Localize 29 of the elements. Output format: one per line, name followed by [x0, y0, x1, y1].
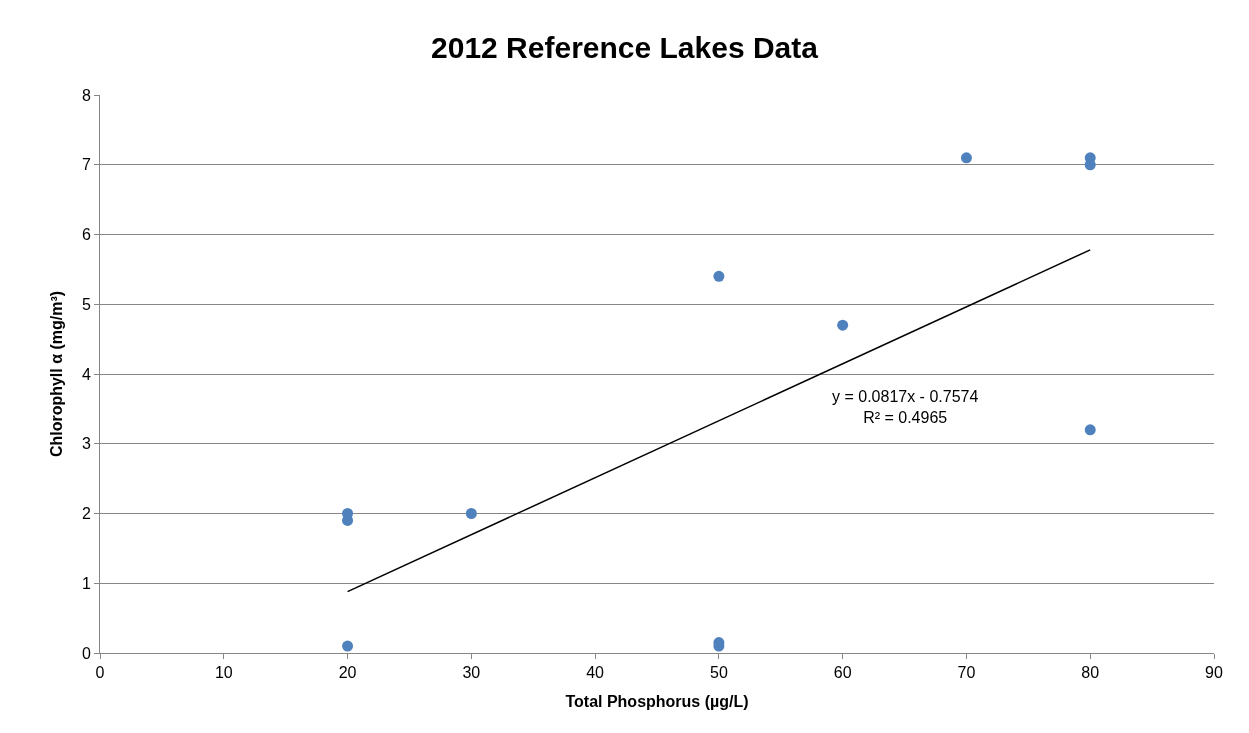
x-tick-label: 80: [1081, 664, 1100, 682]
y-tick-label: 7: [81, 156, 91, 174]
y-tick-label: 0: [81, 644, 91, 662]
x-axis-title: Total Phosphorus (µg/L): [565, 692, 749, 710]
point: [960, 152, 972, 164]
annotation: y = 0.0817x - 0.7574 R² = 0.4965: [832, 388, 979, 426]
x-tick-label: 60: [833, 664, 852, 682]
y-tick-label: 1: [81, 574, 91, 592]
x-tick-label: 20: [338, 664, 357, 682]
x-tick-label: 30: [462, 664, 481, 682]
point: [837, 319, 849, 331]
x-tick-label: 40: [586, 664, 605, 682]
x-tick-label: 70: [957, 664, 976, 682]
point: [1084, 424, 1096, 436]
x-tick-label: 50: [709, 664, 728, 682]
y-tick-label: 2: [81, 505, 91, 523]
y-axis-title: Chlorophyll α (mg/m³): [47, 290, 65, 458]
y-tick-label: 4: [81, 365, 91, 383]
y-tick-label: 5: [81, 295, 91, 313]
chart-title: 2012 Reference Lakes Data: [431, 30, 819, 64]
y-tick-label: 6: [81, 226, 91, 244]
point: [465, 508, 477, 519]
x-tick-label: 90: [1205, 664, 1223, 682]
x-tick-label: 0: [95, 664, 105, 682]
point: [713, 270, 725, 282]
y-tick-label: 8: [81, 86, 91, 104]
y-tick-label: 3: [81, 435, 91, 453]
point: [342, 640, 354, 652]
x-tick-label: 10: [214, 664, 233, 682]
